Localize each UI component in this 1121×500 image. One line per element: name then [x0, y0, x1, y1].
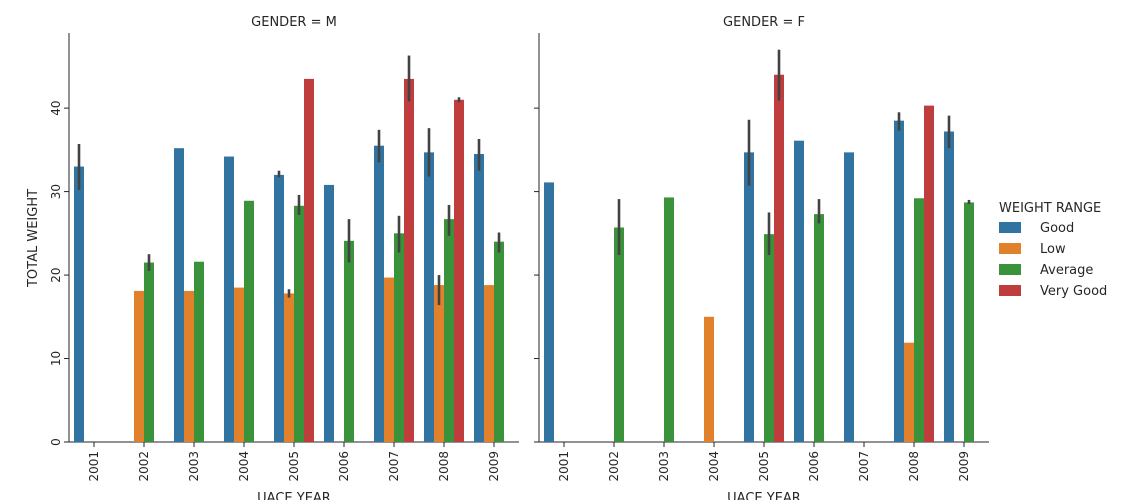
legend-title: WEIGHT RANGE — [999, 201, 1101, 216]
y-tick-label: 20 — [49, 267, 63, 282]
legend-label-good: Good — [1040, 221, 1074, 236]
bar-very-good-2005 — [304, 78, 314, 442]
bar-good-2006 — [324, 184, 334, 442]
bar-good-2008 — [424, 152, 434, 443]
x-tick-label: 2008 — [907, 451, 921, 482]
x-tick-label: 2009 — [487, 451, 501, 482]
panel-title-m: GENDER = M — [251, 15, 337, 30]
bar-average-2008 — [914, 198, 924, 442]
bar-average-2008 — [444, 219, 454, 442]
y-tick-label: 0 — [49, 438, 63, 446]
x-tick-label: 2004 — [707, 451, 721, 482]
bar-low-2004 — [704, 316, 714, 442]
bar-good-2008 — [894, 120, 904, 443]
x-tick-label: 2009 — [957, 451, 971, 482]
legend-swatch-average — [999, 264, 1021, 275]
x-tick-label: 2007 — [857, 451, 871, 482]
x-tick-label: 2002 — [607, 451, 621, 482]
bar-good-2005 — [744, 152, 754, 443]
bar-good-2009 — [474, 154, 484, 442]
bar-good-2009 — [944, 131, 954, 442]
bar-very-good-2005 — [774, 74, 784, 443]
bar-average-2004 — [244, 200, 254, 442]
x-tick-label: 2001 — [87, 451, 101, 482]
bar-low-2005 — [284, 293, 294, 442]
legend-swatch-very-good — [999, 285, 1021, 296]
x-axis-label-f: UACE YEAR — [727, 491, 801, 500]
x-axis-label-m: UACE YEAR — [257, 491, 331, 500]
bar-good-2003 — [174, 148, 184, 443]
legend: WEIGHT RANGE Good Low Average Very Good — [999, 201, 1107, 299]
bar-low-2004 — [234, 287, 244, 442]
bar-average-2005 — [764, 234, 774, 442]
bar-average-2005 — [294, 205, 304, 442]
bar-low-2008 — [434, 285, 444, 442]
y-axis-label: TOTAL WEIGHT — [26, 189, 41, 288]
x-tick-label: 2006 — [337, 451, 351, 482]
x-tick-label: 2007 — [387, 451, 401, 482]
bar-low-2003 — [184, 290, 194, 442]
x-tick-label: 2005 — [287, 451, 301, 482]
bar-low-2002 — [134, 290, 144, 442]
bar-good-2007 — [374, 145, 384, 443]
bar-average-2002 — [144, 262, 154, 442]
bar-average-2009 — [964, 202, 974, 442]
x-tick-label: 2008 — [437, 451, 451, 482]
x-tick-label: 2003 — [657, 451, 671, 482]
bar-good-2007 — [844, 152, 854, 443]
bar-average-2007 — [394, 233, 404, 442]
x-tick-label: 2003 — [187, 451, 201, 482]
panel-gender-f: GENDER = F UACE YEAR 2001 2002 2003 2004 200… — [534, 15, 989, 500]
y-tick-label: 10 — [49, 351, 63, 366]
x-tick-label: 2005 — [757, 451, 771, 482]
bar-good-2006 — [794, 140, 804, 442]
y-tick-label: 40 — [49, 100, 63, 115]
legend-label-very-good: Very Good — [1040, 284, 1107, 299]
bar-low-2008 — [904, 342, 914, 442]
bar-very-good-2008 — [924, 105, 934, 442]
bar-average-2006 — [814, 214, 824, 442]
bar-good-2001 — [74, 166, 84, 442]
bar-average-2009 — [494, 241, 504, 442]
x-tick-label: 2002 — [137, 451, 151, 482]
x-tick-label: 2006 — [807, 451, 821, 482]
legend-swatch-good — [999, 222, 1021, 233]
y-tick-label: 30 — [49, 184, 63, 199]
legend-label-low: Low — [1040, 242, 1066, 257]
bar-average-2002 — [614, 227, 624, 442]
bar-average-2003 — [664, 197, 674, 442]
x-tick-label: 2001 — [557, 451, 571, 482]
bar-low-2009 — [484, 285, 494, 442]
legend-swatch-low — [999, 243, 1021, 254]
bar-good-2001 — [544, 182, 554, 442]
bar-average-2003 — [194, 261, 204, 442]
bar-very-good-2007 — [404, 78, 414, 442]
bar-low-2007 — [384, 277, 394, 442]
bar-good-2005 — [274, 174, 284, 443]
panel-title-f: GENDER = F — [723, 15, 805, 30]
panel-gender-m: GENDER = M TOTAL WEIGHT UACE YEAR 0 10 20 3… — [26, 15, 519, 500]
legend-label-average: Average — [1040, 263, 1093, 278]
bar-good-2004 — [224, 156, 234, 442]
x-tick-label: 2004 — [237, 451, 251, 482]
bar-average-2006 — [344, 240, 354, 442]
bar-very-good-2008 — [454, 99, 464, 442]
